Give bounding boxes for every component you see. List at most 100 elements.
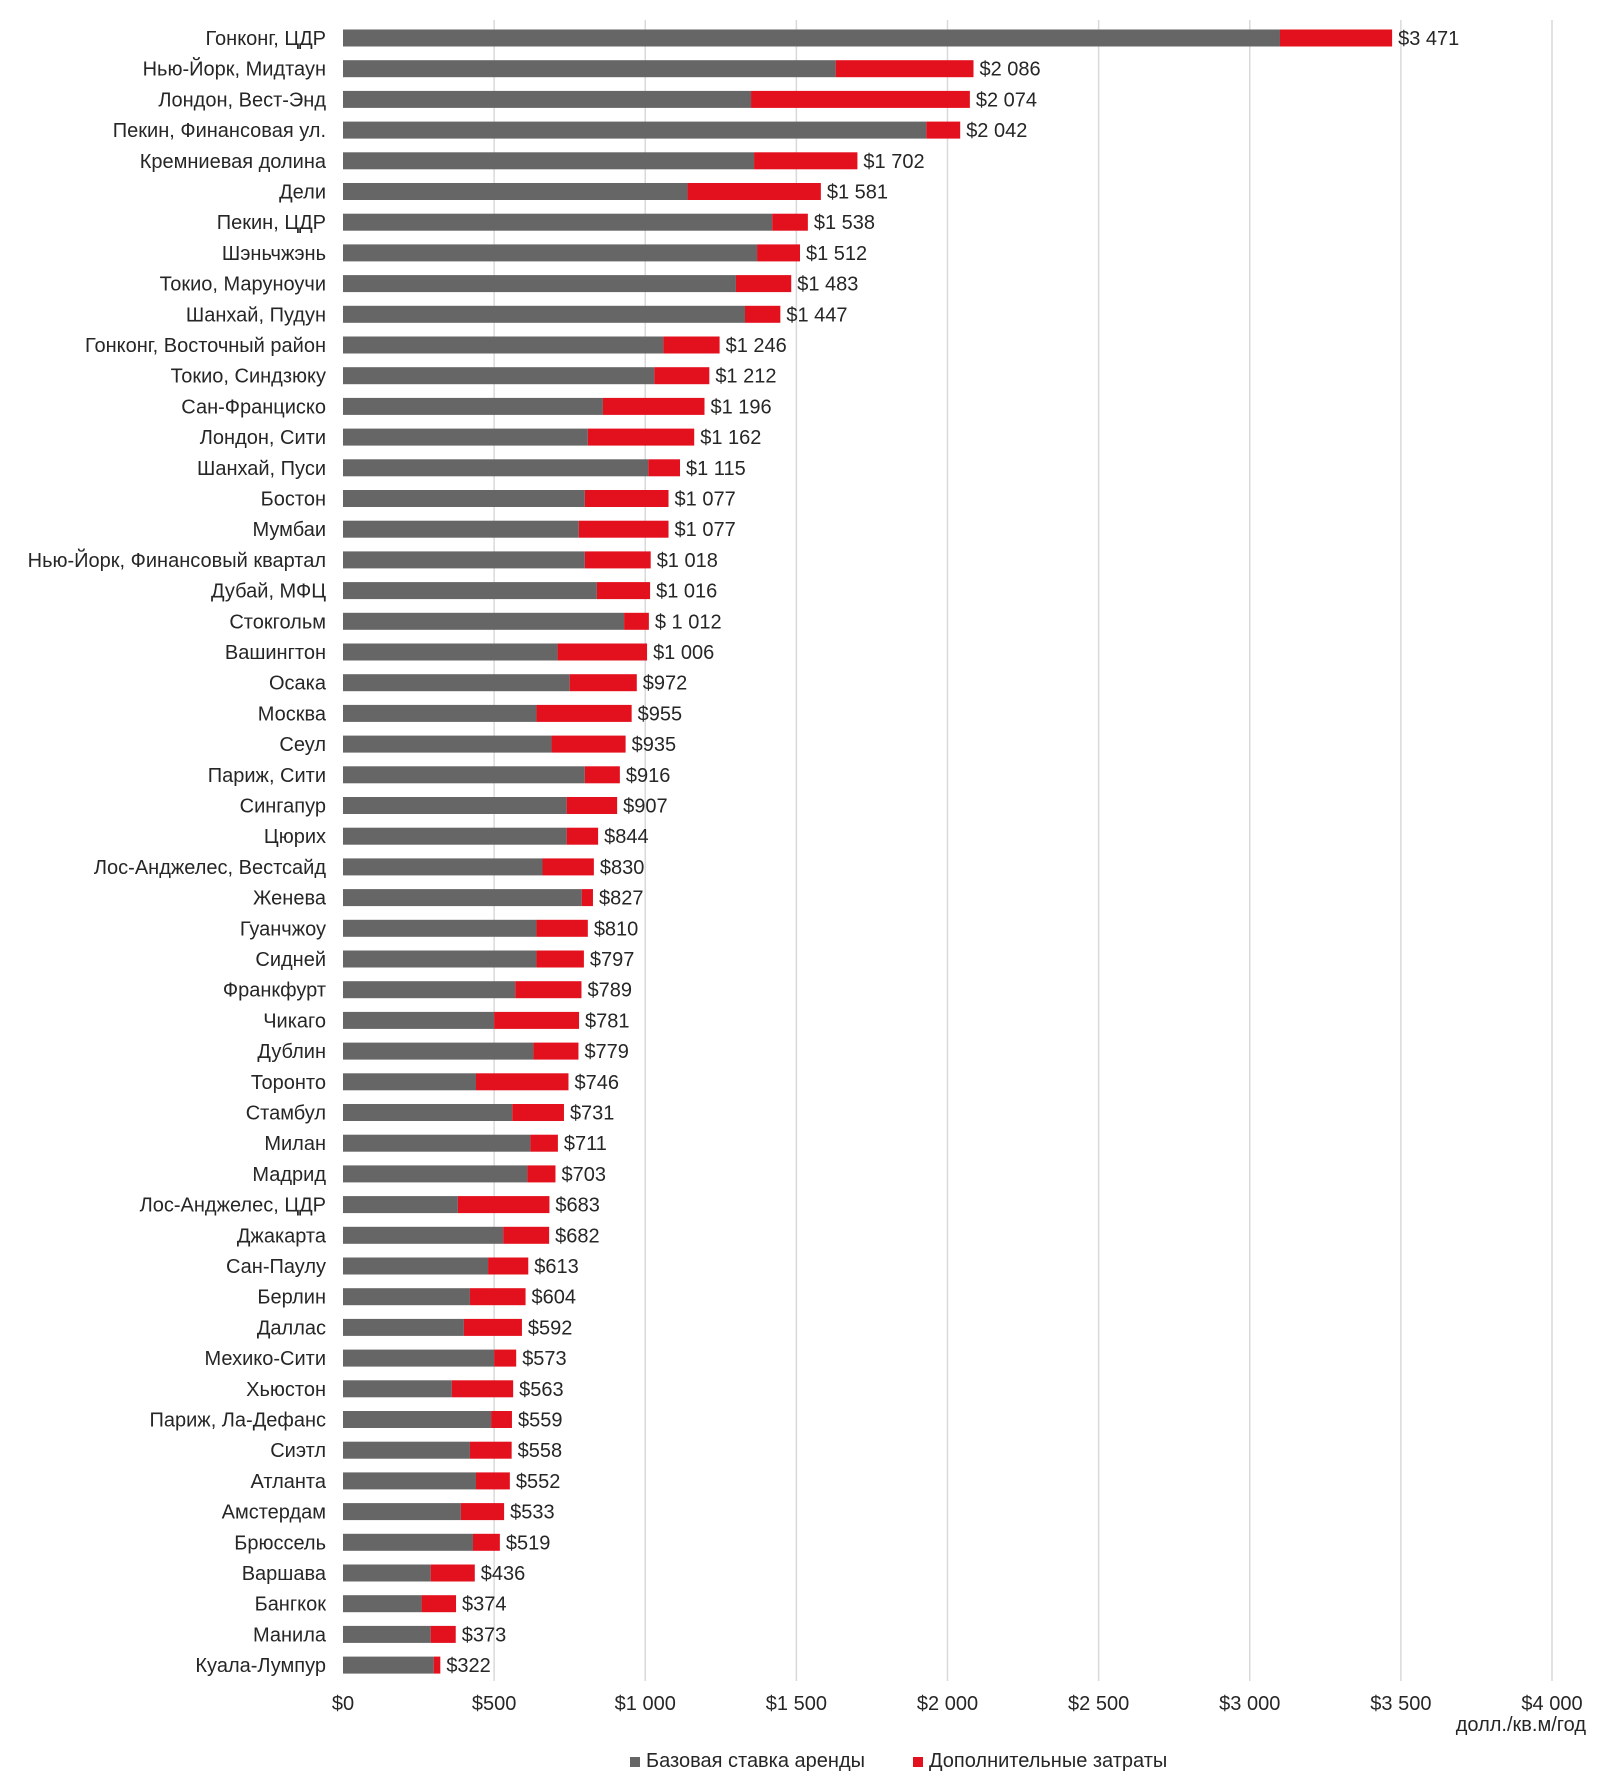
category-label: Амстердам [222,1502,326,1524]
bars [343,29,1393,1674]
bar-base-rent [343,1441,470,1459]
category-label: Цюрих [264,826,326,848]
bar-additional-costs [475,1073,569,1091]
bar-value-label: $2 086 [979,59,1040,81]
bar-value-label: $563 [519,1379,564,1401]
bar-base-rent [343,704,537,722]
bar-base-rent [343,1165,528,1183]
bar-additional-costs [536,950,584,968]
bar-additional-costs [835,60,974,78]
bar-value-label: $519 [506,1532,551,1554]
bar-additional-costs [569,674,637,692]
bar-base-rent [343,674,570,692]
bar-additional-costs [578,520,669,538]
bar-value-label: $746 [574,1072,619,1094]
bar-additional-costs [584,490,669,507]
x-tick-label: $0 [332,1693,354,1715]
bar-additional-costs [584,766,620,784]
category-label: Чикаго [263,1010,326,1032]
bar-additional-costs [503,1226,550,1244]
bar-base-rent [343,735,552,753]
category-labels: Гонконг, ЦДР Нью-Йорк, Мидтаун Лондон, Вес… [28,28,327,1677]
category-label: Токио, Маруноучи [160,274,326,296]
category-label: Кремниевая долина [140,151,327,173]
bar-additional-costs [494,1011,580,1029]
bar-value-label: $2 074 [976,89,1037,111]
bar-base-rent [343,827,567,845]
bar-base-rent [343,336,664,354]
bar-value-label: $1 581 [827,182,888,204]
bar-value-label: $797 [590,949,635,971]
bar-additional-costs [491,1411,512,1428]
bar-additional-costs [469,1441,512,1459]
bar-additional-costs [530,1134,558,1152]
bar-base-rent [343,1595,422,1613]
bar-additional-costs [536,919,588,937]
bar-base-rent [343,643,558,661]
bar-additional-costs [433,1656,441,1674]
bar-additional-costs [430,1625,456,1643]
bar-base-rent [343,1288,470,1306]
category-label: Стокгольм [229,611,326,633]
bar-additional-costs [926,121,961,139]
bar-base-rent [343,1318,464,1336]
x-tick-label: $3 500 [1370,1693,1431,1715]
bar-base-rent [343,397,603,415]
category-label: Дубай, МФЦ [211,581,326,603]
category-label: Манила [253,1624,327,1646]
bar-base-rent [343,90,752,108]
category-label: Лос-Анджелес, Вестсайд [94,857,326,879]
bar-additional-costs [566,797,618,814]
category-label: Осака [269,673,327,695]
x-tick-label: $3 000 [1219,1693,1280,1715]
bar-additional-costs [687,183,821,200]
bar-value-label: $1 702 [863,151,924,173]
bar-base-rent [343,1073,476,1091]
bar-base-rent [343,459,649,477]
bar-value-label: $1 077 [675,519,736,541]
legend: Базовая ставка аренды Дополнительные зат… [630,1750,1167,1772]
bar-value-label: $916 [626,765,671,787]
category-label: Даллас [257,1317,326,1339]
x-tick-label: $4 000 [1521,1693,1582,1715]
bar-value-label: $533 [510,1502,555,1524]
bar-value-label: $1 162 [700,427,761,449]
legend-label-additional-costs: Дополнительные затраты [929,1750,1167,1772]
bar-additional-costs [751,90,970,108]
bar-value-label: $1 246 [726,335,787,357]
bar-value-label: $781 [585,1010,630,1032]
bar-base-rent [343,981,516,999]
category-label: Атланта [250,1471,326,1493]
bar-value-label: $322 [446,1655,491,1677]
bar-value-label: $573 [522,1348,567,1370]
bar-value-label: $1 006 [653,642,714,664]
category-label: Сиэтл [270,1440,326,1462]
bar-additional-costs [663,336,720,354]
bar-value-label: $830 [600,857,645,879]
bar-base-rent [343,919,537,937]
bar-base-rent [343,305,745,323]
bar-base-rent [343,152,755,170]
category-label: Вашингтон [225,642,326,664]
bar-additional-costs [451,1380,514,1398]
bar-additional-costs [551,735,626,753]
bar-base-rent [343,582,597,600]
bar-additional-costs [735,275,792,293]
bar-additional-costs [421,1595,457,1613]
bar-additional-costs [757,244,801,262]
bar-base-rent [343,490,585,507]
bar-base-rent [343,275,736,293]
bar-base-rent [343,428,588,446]
bar-value-label: $935 [632,734,677,756]
category-label: Шанхай, Пудун [186,304,326,326]
bar-base-rent [343,1134,531,1152]
bar-value-label: $731 [570,1103,615,1125]
category-label: Шэньчжэнь [222,243,326,265]
bar-additional-costs [472,1533,500,1551]
category-label: Лондон, Вест-Энд [158,89,326,111]
bar-additional-costs [494,1349,517,1367]
bar-base-rent [343,1349,495,1367]
category-label: Дели [279,182,326,204]
category-label: Женева [253,888,327,910]
bar-additional-costs [581,889,593,907]
